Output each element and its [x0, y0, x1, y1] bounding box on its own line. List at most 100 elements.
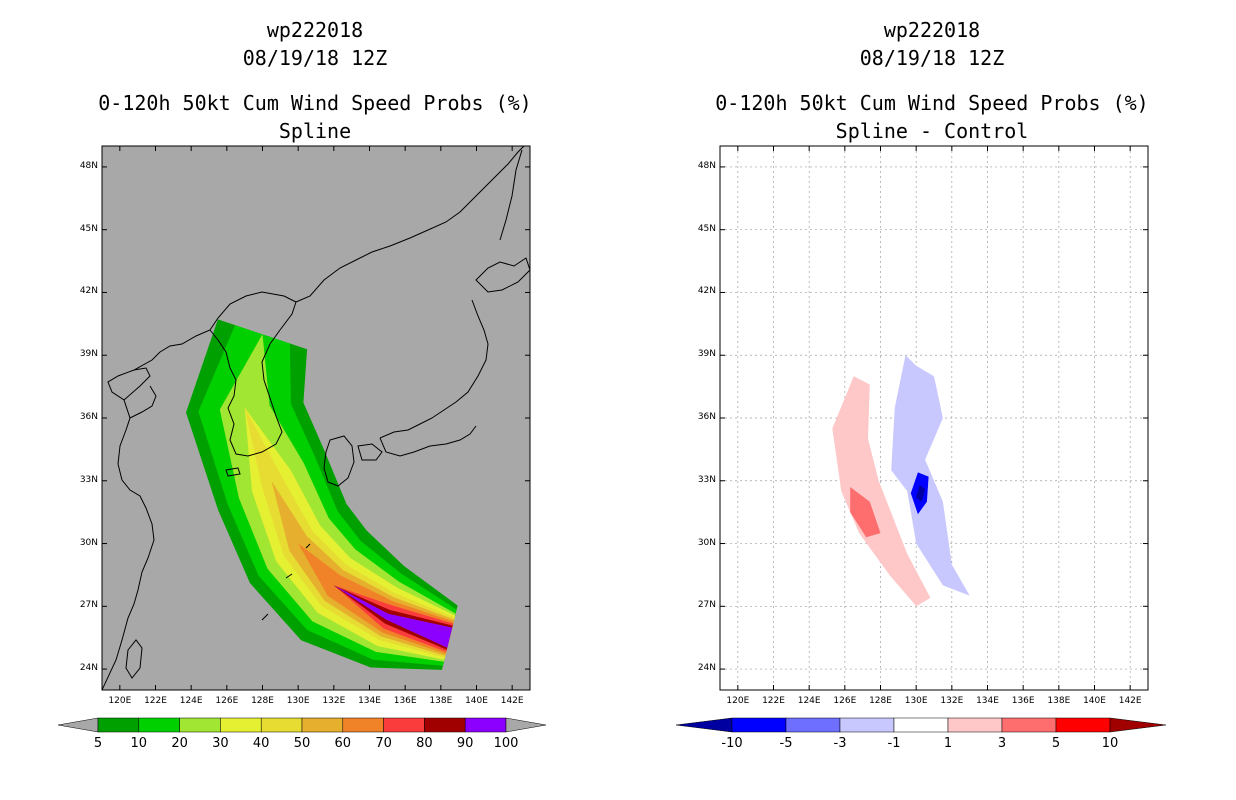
- y-tick-label: 39N: [697, 349, 716, 360]
- y-tick-label: 36N: [79, 412, 98, 422]
- y-tick-label: 24N: [79, 663, 98, 674]
- colorbar-label: 20: [171, 736, 188, 751]
- colorbar-swatch-5: [301, 717, 344, 733]
- x-tick-label: 122E: [144, 696, 167, 706]
- colorbar-swatch-8: [424, 717, 466, 733]
- x-tick-label: 136E: [393, 696, 417, 706]
- prob-band-70: [244, 334, 454, 652]
- x-tick-label: 138E: [1047, 696, 1071, 706]
- diff-colorbar-swatch-2: [839, 717, 895, 733]
- y-tick-label: 33N: [697, 474, 716, 485]
- colorbar-swatch-4: [260, 717, 303, 733]
- x-tick-label: 124E: [797, 696, 821, 706]
- diff-region-4: [850, 487, 881, 538]
- x-tick-label: 128E: [869, 696, 892, 706]
- colorbar-label: 70: [375, 736, 392, 751]
- colorbar-over-arrow: [505, 717, 547, 733]
- left-coast-taiwan: [125, 639, 143, 679]
- right-colorbar: [675, 717, 1167, 733]
- colorbar-swatch-9: [464, 717, 507, 733]
- left-coast-bohai: [123, 367, 157, 419]
- left-title-datetime: 08/19/18 12Z: [242, 46, 388, 70]
- colorbar-label: 50: [293, 736, 311, 751]
- colorbar-swatch-2: [179, 717, 221, 733]
- diff-colorbar-label: 10: [1101, 736, 1119, 751]
- diff-region-0: [891, 355, 970, 596]
- y-tick-label: 30N: [697, 537, 716, 548]
- colorbar-label: 30: [212, 736, 229, 751]
- left-coastlines: [102, 146, 530, 690]
- diff-colorbar-label: 3: [997, 736, 1007, 751]
- colorbar-swatch-3: [220, 717, 262, 733]
- diff-colorbar-label: 1: [943, 736, 953, 751]
- colorbar-swatch-0: [97, 717, 140, 733]
- left-title-storm-id: wp222018: [266, 18, 364, 42]
- x-tick-label: 126E: [215, 696, 239, 706]
- prob-band-20: [219, 334, 456, 662]
- y-tick-label: 48N: [79, 160, 98, 171]
- left-colorbar: [57, 717, 547, 733]
- y-tick-label: 36N: [697, 412, 716, 422]
- colorbar-label: 5: [93, 736, 103, 751]
- left-coast-shikoku: [357, 443, 383, 461]
- x-tick-label: 130E: [286, 696, 310, 706]
- x-tick-label: 140E: [1083, 696, 1106, 706]
- colorbar-under-arrow: [57, 717, 99, 733]
- y-tick-label: 24N: [697, 663, 716, 674]
- colorbar-label: 90: [456, 736, 474, 751]
- x-tick-label: 126E: [833, 696, 857, 706]
- colorbar-label: 100: [493, 736, 519, 751]
- x-tick-label: 132E: [940, 696, 964, 706]
- x-tick-label: 142E: [500, 696, 524, 706]
- probability-contours: [186, 319, 458, 670]
- left-coast-honshu: [379, 299, 489, 457]
- x-tick-label: 140E: [465, 696, 488, 706]
- left-title-variant: Spline: [278, 119, 352, 143]
- diff-colorbar-swatch-5: [1001, 717, 1057, 733]
- diff-colorbar-over-arrow: [1109, 717, 1167, 733]
- left-coast-siberia: [295, 146, 525, 303]
- diff-colorbar-label: 5: [1051, 736, 1061, 751]
- difference-regions: [832, 355, 970, 607]
- right-gridlines: [720, 146, 1148, 690]
- x-tick-label: 120E: [726, 696, 750, 706]
- y-tick-label: 45N: [697, 223, 716, 234]
- x-tick-label: 142E: [1118, 696, 1142, 706]
- colorbar-swatch-1: [138, 717, 180, 733]
- diff-region-3: [832, 376, 931, 607]
- diff-colorbar-swatch-6: [1055, 717, 1111, 733]
- diff-region-2: [916, 485, 926, 502]
- right-title-datetime: 08/19/18 12Z: [859, 46, 1005, 70]
- x-tick-label: 122E: [762, 696, 785, 706]
- left-coast-hokkaido: [475, 257, 530, 293]
- right-title-storm-id: wp222018: [883, 18, 981, 42]
- diff-colorbar-under-arrow: [675, 717, 733, 733]
- left-coast-sakhalin: [499, 149, 523, 241]
- x-tick-label: 132E: [322, 696, 346, 706]
- diff-colorbar-label: -5: [779, 736, 793, 751]
- diff-colorbar-swatch-1: [785, 717, 841, 733]
- diff-colorbar-label: -10: [721, 736, 743, 751]
- left-coast-kyushu: [323, 435, 355, 487]
- colorbar-label: 40: [252, 736, 270, 751]
- x-tick-label: 134E: [358, 696, 381, 706]
- x-tick-label: 128E: [251, 696, 274, 706]
- y-tick-label: 45N: [79, 223, 98, 234]
- y-tick-label: 42N: [79, 286, 98, 297]
- x-tick-label: 134E: [976, 696, 999, 706]
- left-map-panel: [101, 145, 531, 691]
- y-tick-label: 39N: [79, 349, 98, 360]
- x-tick-label: 138E: [429, 696, 453, 706]
- x-tick-label: 120E: [108, 696, 132, 706]
- y-tick-label: 42N: [697, 286, 716, 297]
- diff-colorbar-swatch-0: [731, 717, 787, 733]
- axis-ticks: [102, 146, 1148, 690]
- diff-colorbar-swatch-4: [947, 717, 1003, 733]
- colorbar-swatch-6: [342, 717, 384, 733]
- diff-colorbar-label: -1: [887, 736, 901, 751]
- y-tick-label: 27N: [79, 600, 98, 611]
- colorbar-swatch-7: [383, 717, 425, 733]
- colorbar-label: 80: [416, 736, 433, 751]
- x-tick-label: 136E: [1011, 696, 1035, 706]
